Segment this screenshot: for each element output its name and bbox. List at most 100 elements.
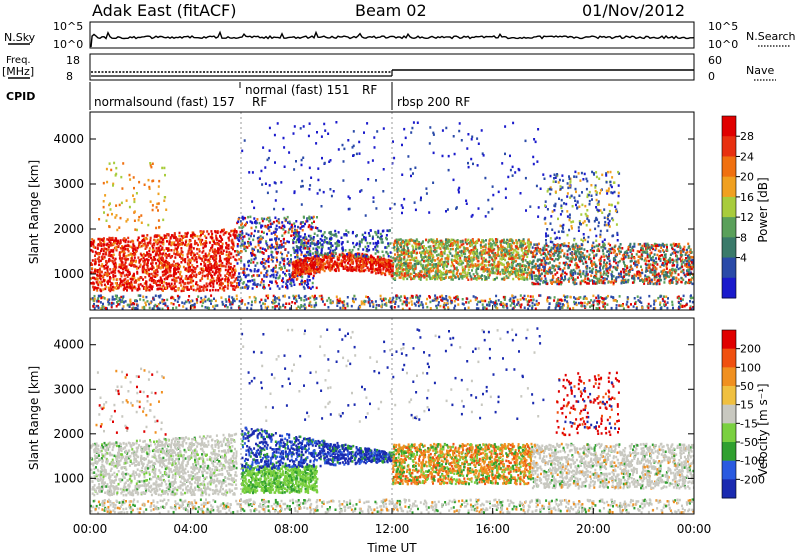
power-echo [269,219,272,222]
power-echo [204,258,207,262]
power-echo [371,265,374,269]
power-echo [90,262,92,265]
power-echo [401,264,404,267]
power-echo [379,265,381,268]
power-echo [473,264,476,268]
power-echo [588,257,591,261]
power-echo [189,261,192,264]
power-echo [192,279,195,283]
power-echo [321,245,324,248]
power-echo [114,282,117,285]
power-echo [332,250,335,254]
power-echo [507,267,509,271]
power-echo [334,242,337,245]
power-echo [117,244,120,248]
power-echo [452,264,455,268]
power-echo [124,268,127,272]
power-echo [115,237,118,240]
power-echo [617,272,620,275]
power-echo [526,252,529,256]
power-echo [423,256,425,259]
power-echo [252,274,255,277]
power-echo [226,287,229,290]
power-echo [207,258,210,262]
power-echo [148,185,151,189]
power-echo [468,255,471,258]
power-echo [286,280,289,283]
power-echo [295,220,298,223]
power-echo [316,261,319,264]
power-echo [297,273,300,277]
power-echo [400,272,403,276]
power-echo [251,249,254,253]
power-echo [270,281,273,284]
power-echo [481,278,483,281]
power-echo [395,258,398,261]
power-echo [499,242,502,245]
power-echo [173,252,176,255]
power-echo [130,258,133,261]
power-echo [380,234,383,238]
power-echo [136,288,139,292]
power-echo [313,232,316,235]
power-echo [133,256,136,259]
power-echo [328,261,331,264]
power-echo [288,220,291,224]
power-echo [529,243,532,246]
power-echo [398,255,401,259]
power-echo [243,271,246,275]
power-echo [137,236,140,240]
power-echo [445,265,448,268]
power-echo [426,256,428,259]
power-echo [275,228,278,231]
power-echo [421,264,424,268]
power-echo [278,276,281,279]
power-echo [464,249,467,253]
power-echo [285,285,287,289]
power-echo [312,237,315,241]
power-echo [141,255,144,258]
power-echo [195,256,198,259]
power-echo [493,241,496,245]
power-echo [98,276,101,279]
power-echo [424,264,427,267]
power-echo [149,267,152,270]
power-echo [374,272,377,275]
power-echo [126,247,129,251]
power-echo [269,244,272,247]
power-echo [447,241,450,244]
power-echo [379,232,382,236]
power-echo [455,251,458,255]
power-echo [480,253,483,256]
power-echo [518,270,521,273]
power-echo [333,233,336,237]
power-echo [644,262,647,266]
power-echo [304,236,307,239]
power-echo [240,250,242,253]
power-echo [371,267,374,271]
power-echo [124,240,127,244]
power-echo [206,260,209,263]
power-echo [454,255,457,259]
power-echo [431,258,434,261]
power-echo [130,259,132,263]
power-echo [327,264,330,267]
power-echo [157,264,160,267]
power-echo [245,232,248,235]
power-echo [144,287,147,290]
power-echo [173,279,176,282]
power-echo [414,239,417,243]
power-echo [259,261,262,264]
power-echo [447,244,450,247]
power-echo [155,262,158,265]
power-echo [450,238,453,241]
power-echo [230,276,233,279]
power-echo [218,276,221,280]
power-echo [308,275,311,278]
power-echo [301,229,304,232]
power-echo [360,254,363,258]
power-echo [485,239,487,242]
power-echo [652,255,655,259]
power-echo [92,240,95,243]
power-echo [232,285,235,288]
